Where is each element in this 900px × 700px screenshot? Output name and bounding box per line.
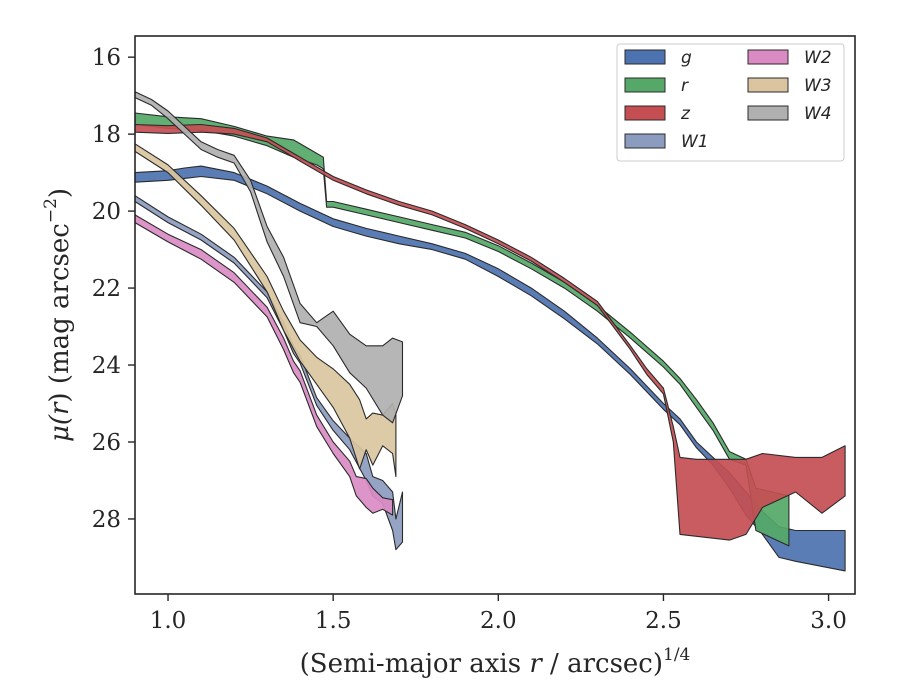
x-tick-label: 2.5 [645, 608, 682, 634]
legend-swatch-w2 [747, 49, 789, 65]
band-w4 [134, 91, 404, 424]
plot-frame [134, 35, 856, 595]
legend-swatch-r [624, 77, 666, 93]
x-tick-label: 1.0 [150, 608, 187, 634]
y-tick-label: 16 [92, 45, 121, 71]
series-layer [134, 91, 846, 572]
y-tick-label: 24 [92, 353, 121, 379]
legend-label-w1: W1 [681, 132, 709, 152]
legend-swatch-z [624, 105, 666, 121]
y-axis-label: μ(r) (mag arcsec−2) [41, 188, 75, 442]
legend-label-w3: W3 [804, 76, 832, 96]
x-tick-label: 1.5 [315, 608, 352, 634]
y-tick-label: 20 [92, 199, 121, 225]
legend-label-w4: W4 [804, 104, 832, 124]
legend: grz W1 W2 W3 W4 [616, 43, 845, 162]
x-axis-label: (Semi-major axis r / arcsec)1/4 [300, 645, 691, 679]
band-w3 [134, 143, 397, 478]
legend-label-r: r [681, 76, 689, 96]
legend-label-g: g [681, 48, 692, 68]
legend-label-z: z [680, 104, 691, 124]
legend-swatch-g [624, 49, 666, 65]
x-axis: 1.0 1.5 2.0 2.5 3.0 [150, 594, 847, 634]
legend-label-w2: W2 [804, 48, 832, 68]
x-tick-label: 3.0 [810, 608, 847, 634]
legend-swatch-w4 [747, 105, 789, 121]
legend-swatch-w3 [747, 77, 789, 93]
x-tick-label: 2.0 [480, 608, 517, 634]
y-tick-label: 22 [92, 276, 121, 302]
y-axis: 16 18 20 22 24 26 28 [92, 45, 135, 533]
band-z [134, 123, 846, 541]
legend-swatch-w1 [624, 133, 666, 149]
band-r [134, 112, 790, 547]
y-tick-label: 18 [92, 122, 121, 148]
legend-box [616, 43, 845, 162]
band-w2 [134, 214, 394, 516]
y-tick-label: 26 [92, 430, 121, 456]
y-tick-label: 28 [92, 507, 121, 533]
